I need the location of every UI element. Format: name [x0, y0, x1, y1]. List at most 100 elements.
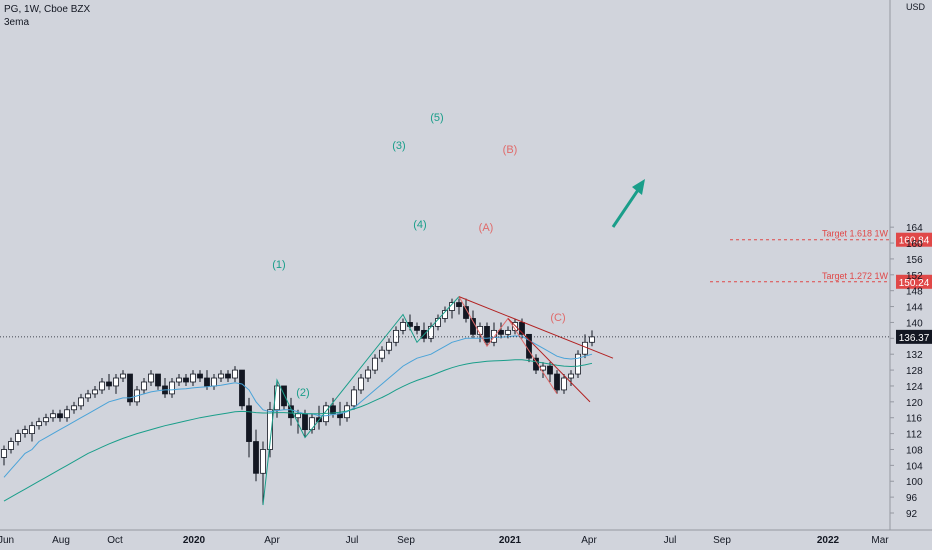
bullish-arrow-shaft: [611, 186, 642, 228]
price-tick-label: 124: [906, 382, 923, 393]
candle-body: [386, 341, 392, 351]
wave-label: (A): [479, 222, 494, 234]
wave-label: (1): [272, 259, 285, 271]
candle-body: [141, 381, 147, 391]
candle-body: [414, 326, 420, 331]
price-tick-label: 108: [906, 445, 923, 456]
time-tick-label: 2020: [183, 535, 206, 546]
candle-body: [484, 326, 490, 343]
candle-body: [92, 389, 98, 395]
target-label: Target 1.272 1W: [822, 271, 889, 281]
candle-body: [36, 421, 42, 427]
downtrend-line-upper: [458, 296, 614, 359]
candle-body: [120, 373, 126, 379]
symbol-title: PG, 1W, Cboe BZX: [4, 4, 91, 15]
price-tick-label: 120: [906, 398, 923, 409]
time-tick-label: Jul: [664, 535, 677, 546]
wave-label: (C): [550, 312, 565, 324]
candle-body: [281, 385, 287, 407]
price-tick-label: 116: [906, 414, 922, 425]
candle-body: [1, 449, 7, 458]
price-tick-label: 128: [906, 366, 923, 377]
target-price-label: 150.24: [899, 278, 930, 289]
candle-body: [78, 397, 84, 407]
target-price-label: 160.84: [899, 236, 930, 247]
candle-body: [57, 413, 63, 419]
candle-body: [554, 373, 560, 391]
candle-body: [505, 329, 511, 335]
candle-body: [148, 373, 154, 383]
time-tick-label: Apr: [581, 535, 597, 546]
candle-body: [330, 405, 336, 415]
candle-body: [190, 373, 196, 383]
candle-body: [22, 429, 28, 435]
candle-body: [582, 341, 588, 355]
target-price-tag: [896, 232, 932, 247]
corrective-wave-line: [458, 296, 558, 395]
candle-body: [498, 329, 504, 335]
time-tick-label: Apr: [264, 535, 280, 546]
candle-body: [267, 409, 273, 450]
candle-body: [71, 405, 77, 411]
candle-body: [204, 377, 210, 387]
candle-body: [239, 369, 245, 407]
wave-label: (4): [413, 219, 426, 231]
candle-body: [365, 369, 371, 379]
target-price-tag: [896, 274, 932, 289]
candle-body: [106, 381, 112, 387]
candle-body: [393, 329, 399, 343]
candle-body: [197, 373, 203, 379]
impulse-wave-line: [262, 296, 460, 506]
candle-body: [253, 441, 259, 474]
candle-body: [575, 353, 581, 375]
current-price-tag: [896, 329, 932, 344]
price-tick-label: 148: [906, 287, 923, 298]
candle-body: [211, 377, 217, 387]
candle-body: [519, 322, 525, 335]
time-tick-label: Jun: [0, 535, 14, 546]
time-tick-label: 2021: [499, 535, 522, 546]
wave-label: (B): [503, 144, 518, 156]
price-tick-label: 100: [906, 477, 923, 488]
candle-body: [512, 322, 518, 331]
candle-body: [302, 413, 308, 431]
price-tick-label: 140: [906, 318, 923, 329]
candle-body: [260, 449, 266, 474]
candle-body: [127, 373, 133, 403]
candle-body: [358, 377, 364, 391]
candle-body: [547, 365, 553, 375]
candle-body: [50, 413, 56, 419]
price-tick-label: 164: [906, 223, 923, 234]
downtrend-line-lower: [507, 318, 591, 403]
candle-body: [225, 373, 231, 379]
candle-body: [533, 357, 539, 371]
time-tick-label: 2022: [817, 535, 840, 546]
bullish-arrow-head: [632, 179, 645, 195]
indicator-label: 3ema: [4, 17, 30, 28]
candle-body: [169, 381, 175, 395]
current-price-label: 136.37: [899, 333, 930, 344]
candle-body: [176, 377, 182, 383]
price-tick-label: 152: [906, 271, 923, 282]
candle-body: [589, 336, 595, 343]
candle-body: [246, 405, 252, 442]
candle-body: [568, 373, 574, 379]
time-tick-label: Oct: [107, 535, 123, 546]
candle-body: [372, 357, 378, 371]
candle-body: [232, 369, 238, 379]
candle-body: [351, 389, 357, 407]
candle-body: [456, 302, 462, 307]
candle-body: [29, 425, 35, 435]
price-tick-label: 156: [906, 255, 923, 266]
time-tick-label: Aug: [52, 535, 70, 546]
candle-body: [183, 377, 189, 383]
candle-body: [15, 433, 21, 442]
candle-body: [288, 405, 294, 419]
price-tick-label: 132: [906, 350, 923, 361]
price-tick-label: 112: [906, 430, 922, 441]
candle-body: [400, 322, 406, 331]
wave-label: (2): [296, 387, 309, 399]
candle-body: [8, 441, 14, 450]
